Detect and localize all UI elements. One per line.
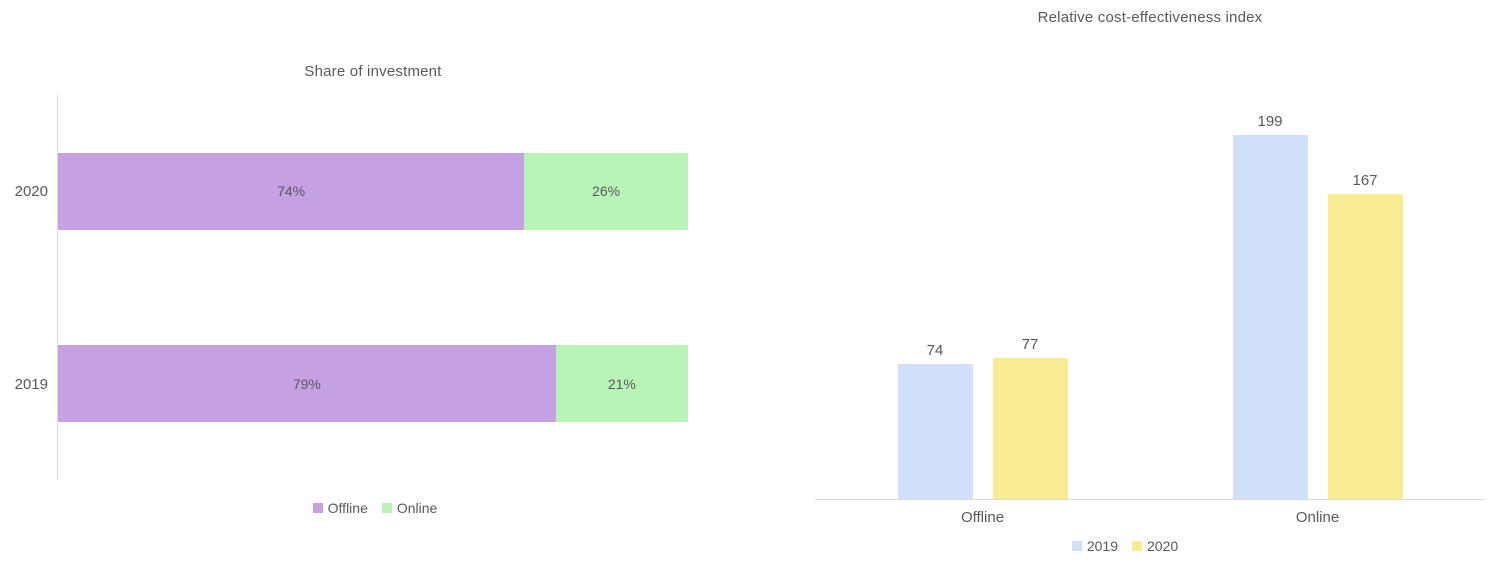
- left-chart-legend: Offline Online: [0, 500, 750, 516]
- legend-swatch-2020: [1132, 541, 1142, 551]
- bar-value-label: 79%: [292, 375, 321, 392]
- legend-swatch-2019: [1071, 541, 1082, 551]
- left-chart-y-axis: [57, 95, 58, 480]
- bar-2019-online: 21%: [555, 345, 688, 423]
- bar-2020-online: 26%: [524, 152, 688, 230]
- bar-value-label: 199: [1257, 113, 1283, 131]
- right-chart-legend: 2019 2020: [750, 538, 1500, 554]
- left-plot-area: 74% 26% 79% 21%: [58, 95, 688, 480]
- bar-value-label: 74: [926, 341, 944, 359]
- category-label-online: Online: [1295, 509, 1340, 526]
- legend-label: 2019: [1086, 538, 1118, 554]
- bar-online-2020: [1327, 193, 1403, 499]
- left-chart-title: Share of investment: [304, 63, 442, 80]
- legend-item-offline: Offline: [312, 500, 368, 516]
- bar-value-label: 21%: [607, 375, 636, 392]
- bar-value-label: 74%: [277, 183, 306, 200]
- legend-label: Online: [396, 500, 438, 516]
- legend-item-online: Online: [381, 500, 438, 516]
- category-label-2020: 2020: [14, 183, 48, 201]
- bar-2019-offline: 79%: [58, 345, 556, 423]
- right-chart-title: Relative cost-effectiveness index: [1037, 9, 1263, 26]
- bar-value-label: 167: [1352, 171, 1378, 189]
- legend-swatch-online: [381, 503, 392, 513]
- bar-value-label: 77: [1021, 336, 1039, 354]
- cost-effectiveness-chart: Relative cost-effectiveness index 74 77 19…: [750, 0, 1500, 566]
- bar-offline-2020: [992, 358, 1068, 499]
- legend-item-2020: 2020: [1132, 538, 1178, 554]
- right-chart-x-axis: [815, 499, 1485, 500]
- share-of-investment-chart: Share of investment 74% 26% 79% 21% Offline…: [0, 63, 750, 516]
- legend-label: Offline: [327, 500, 368, 516]
- legend-swatch-offline: [312, 503, 323, 513]
- legend-label: 2020: [1147, 538, 1179, 554]
- category-label-2019: 2019: [14, 375, 48, 393]
- bar-offline-2019: [897, 363, 973, 499]
- bar-online-2019: [1232, 135, 1308, 499]
- bar-2020-offline: 74%: [58, 152, 525, 230]
- right-plot-area: 74 77 199 167: [815, 97, 1485, 499]
- bar-value-label: 26%: [592, 183, 621, 200]
- legend-item-2019: 2019: [1071, 538, 1118, 554]
- category-label-offline: Offline: [960, 509, 1005, 526]
